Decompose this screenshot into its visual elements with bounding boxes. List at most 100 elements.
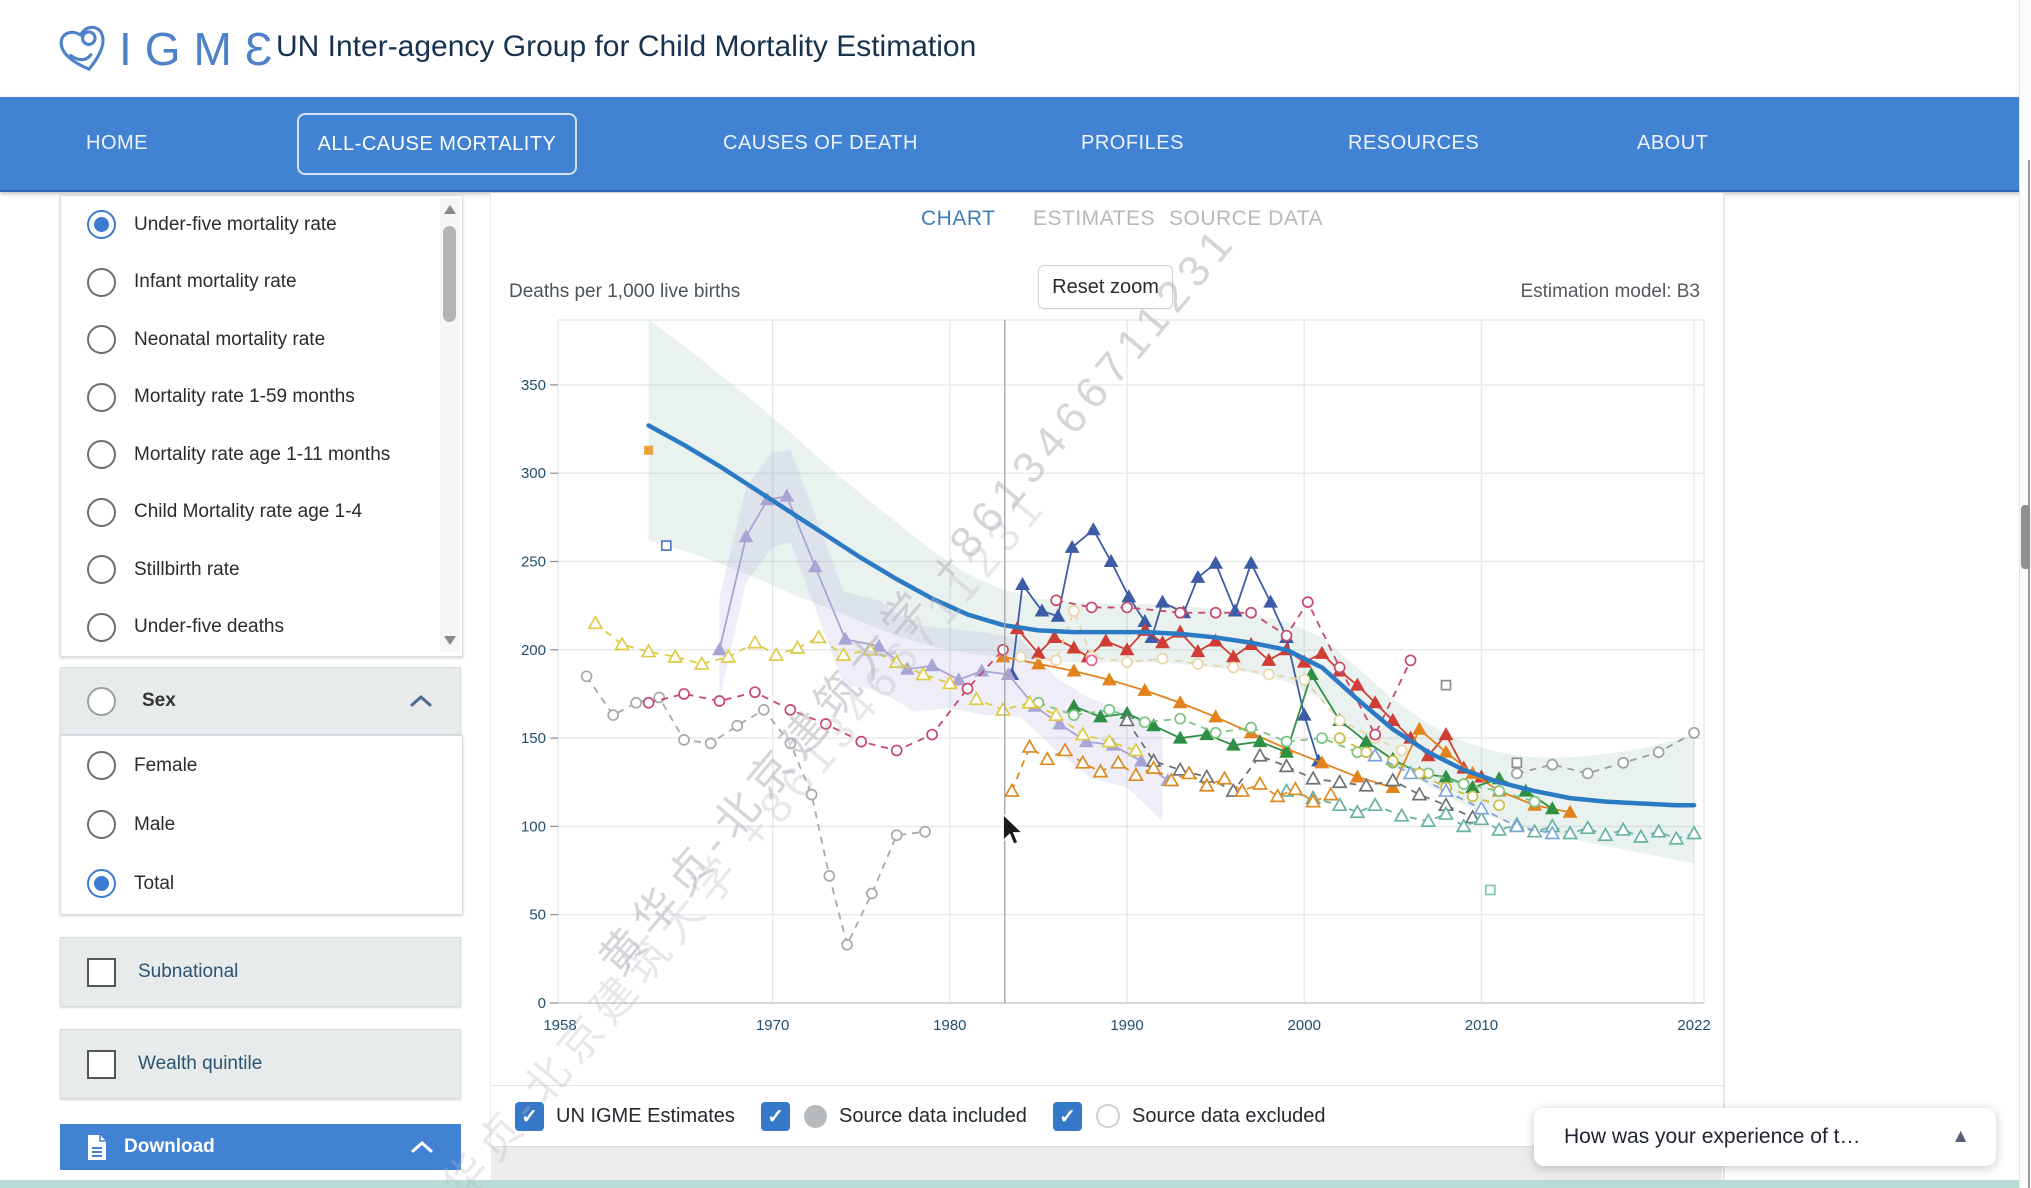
sidebar-item-stillbirth-rate[interactable]: Stillbirth rate [61, 541, 462, 599]
svg-text:50: 50 [529, 907, 546, 924]
sidebar-item-label: Infant mortality rate [134, 271, 297, 293]
triangle-up-icon[interactable]: ▲ [1951, 1126, 1970, 1147]
nav-item-resources[interactable]: RESOURCES [1348, 132, 1480, 154]
open-circle-icon [1096, 1104, 1120, 1128]
radio-stillbirth-rate[interactable] [87, 555, 116, 585]
scroll-up-icon[interactable] [444, 205, 456, 214]
tab-estimates[interactable]: ESTIMATES [1033, 207, 1155, 230]
svg-text:1970: 1970 [756, 1017, 789, 1034]
feedback-widget[interactable]: How was your experience of t… ▲ [1534, 1108, 1996, 1166]
sex-option-male[interactable]: Male [61, 795, 462, 854]
radio-under-five-mortality-rate[interactable] [87, 210, 116, 240]
sidebar-item-label: Mortality rate age 1-11 months [134, 443, 391, 465]
estimation-model-label: Estimation model: B3 [1520, 281, 1700, 302]
sex-group-radio [87, 686, 116, 716]
tab-chart[interactable]: CHART [921, 207, 996, 230]
nav-item-home[interactable]: HOME [86, 132, 148, 154]
subnational-toggle[interactable]: Subnational [60, 937, 461, 1007]
svg-text:350: 350 [521, 377, 546, 394]
sidebar-item-neonatal-mortality-rate[interactable]: Neonatal mortality rate [61, 311, 462, 369]
series-excluded-lightblue-triangles [1374, 754, 1553, 835]
feedback-message: How was your experience of t… [1564, 1125, 1861, 1148]
legend-source-data-included: ✓ Source data included [761, 1086, 1027, 1146]
wealth-quintile-checkbox[interactable] [87, 1049, 116, 1079]
chevron-up-icon[interactable] [408, 692, 434, 710]
sidebar-item-mortality-rate-age-1-11-months[interactable]: Mortality rate age 1-11 months [61, 426, 462, 484]
radio-total[interactable] [87, 869, 116, 898]
legend-label: Source data excluded [1132, 1104, 1326, 1127]
y-axis-title: Deaths per 1,000 live births [509, 281, 741, 302]
sidebar-item-under-five-mortality-rate[interactable]: Under-five mortality rate [61, 196, 462, 254]
svg-text:0: 0 [538, 995, 546, 1012]
main-nav: HOME ALL-CAUSE MORTALITY CAUSES OF DEATH PR… [0, 97, 2021, 192]
legend-un-igme-estimates: ✓ UN IGME Estimates [515, 1086, 735, 1146]
radio-mortality-rate-1-59-months[interactable] [87, 382, 116, 412]
radio-under-five-deaths[interactable] [87, 612, 116, 642]
indicator-list: Under-five mortality rate Infant mortalit… [60, 195, 463, 657]
scrollbar-thumb[interactable] [443, 226, 456, 322]
legend-checkbox-source-data-included[interactable]: ✓ [761, 1101, 790, 1131]
legend-label: Source data included [839, 1104, 1027, 1127]
nav-item-causes-of-death[interactable]: CAUSES OF DEATH [723, 132, 918, 154]
series-excluded-lightgreen-circles [1038, 701, 1535, 803]
svg-text:2010: 2010 [1465, 1017, 1498, 1034]
mortality-chart[interactable]: 0 50 100 150 200 250 300 350 1958 1970 1980 1990 200… [500, 290, 1720, 1050]
sex-group-label: Sex [142, 690, 176, 711]
svg-text:1990: 1990 [1110, 1017, 1143, 1034]
content-divider [1723, 193, 1725, 1180]
footer-top-strip [0, 1180, 2031, 1188]
reset-zoom-button[interactable]: Reset zoom [1038, 265, 1173, 309]
wealth-quintile-label: Wealth quintile [138, 1053, 263, 1074]
sex-option-label: Female [134, 754, 198, 776]
download-label: Download [124, 1136, 215, 1157]
indicator-rows: Under-five mortality rate Infant mortalit… [61, 196, 462, 656]
sidebar-item-under-five-deaths[interactable]: Under-five deaths [61, 599, 462, 657]
sidebar-item-label: Stillbirth rate [134, 558, 240, 580]
radio-female[interactable] [87, 751, 116, 780]
sidebar-item-child-mortality-rate-age-1-4[interactable]: Child Mortality rate age 1-4 [61, 484, 462, 542]
sidebar-item-label: Mortality rate 1-59 months [134, 386, 355, 408]
indicator-scrollbar[interactable] [440, 198, 460, 652]
page-scrollbar-thumb[interactable] [2021, 505, 2030, 569]
series-excluded-grey-circles-right [1516, 732, 1695, 775]
wealth-quintile-toggle[interactable]: Wealth quintile [60, 1029, 461, 1099]
sex-group-header[interactable]: Sex [60, 667, 461, 735]
nav-item-profiles[interactable]: PROFILES [1081, 132, 1184, 154]
svg-text:250: 250 [521, 554, 546, 571]
radio-male[interactable] [87, 810, 116, 839]
nav-item-about[interactable]: ABOUT [1637, 132, 1709, 154]
subnational-checkbox[interactable] [87, 957, 116, 987]
sex-option-label: Total [134, 872, 175, 894]
legend-checkbox-source-data-excluded[interactable]: ✓ [1053, 1101, 1082, 1131]
sidebar-item-label: Under-five deaths [134, 616, 284, 638]
radio-mortality-rate-age-1-11-months[interactable] [87, 440, 116, 470]
legend-source-data-excluded: ✓ Source data excluded [1053, 1086, 1325, 1146]
sex-option-total[interactable]: Total [61, 854, 462, 913]
nav-item-all-cause-mortality[interactable]: ALL-CAUSE MORTALITY [297, 113, 577, 175]
svg-text:300: 300 [521, 465, 546, 482]
svg-text:2022: 2022 [1677, 1017, 1710, 1034]
chevron-up-icon[interactable] [409, 1138, 435, 1156]
svg-text:100: 100 [521, 818, 546, 835]
lower-section-strip [491, 1146, 1722, 1181]
download-button[interactable]: Download [60, 1124, 461, 1170]
sidebar-item-infant-mortality-rate[interactable]: Infant mortality rate [61, 254, 462, 312]
radio-child-mortality-rate-age-1-4[interactable] [87, 497, 116, 527]
sex-options: Female Male Total [60, 735, 463, 915]
sidebar-item-label: Under-five mortality rate [134, 213, 337, 235]
sex-option-female[interactable]: Female [61, 736, 462, 795]
chart-svg[interactable]: 0 50 100 150 200 250 300 350 1958 1970 1980 1990 200… [500, 290, 1720, 1050]
radio-neonatal-mortality-rate[interactable] [87, 325, 116, 355]
sidebar-item-mortality-rate-1-59-months[interactable]: Mortality rate 1-59 months [61, 369, 462, 427]
legend-checkbox-un-igme-estimates[interactable]: ✓ [515, 1101, 544, 1131]
sidebar-item-label: Neonatal mortality rate [134, 328, 326, 350]
svg-text:2000: 2000 [1288, 1017, 1321, 1034]
igme-logo[interactable]: IGMƐ [57, 20, 286, 78]
tab-source-data[interactable]: SOURCE DATA [1169, 207, 1324, 230]
svg-text:1980: 1980 [933, 1017, 966, 1034]
igme-heart-icon [59, 25, 105, 72]
series-excluded-teal-triangles [1286, 790, 1695, 840]
radio-infant-mortality-rate[interactable] [87, 267, 116, 297]
scroll-down-icon[interactable] [444, 636, 456, 645]
logo-text: IGMƐ [119, 23, 286, 75]
